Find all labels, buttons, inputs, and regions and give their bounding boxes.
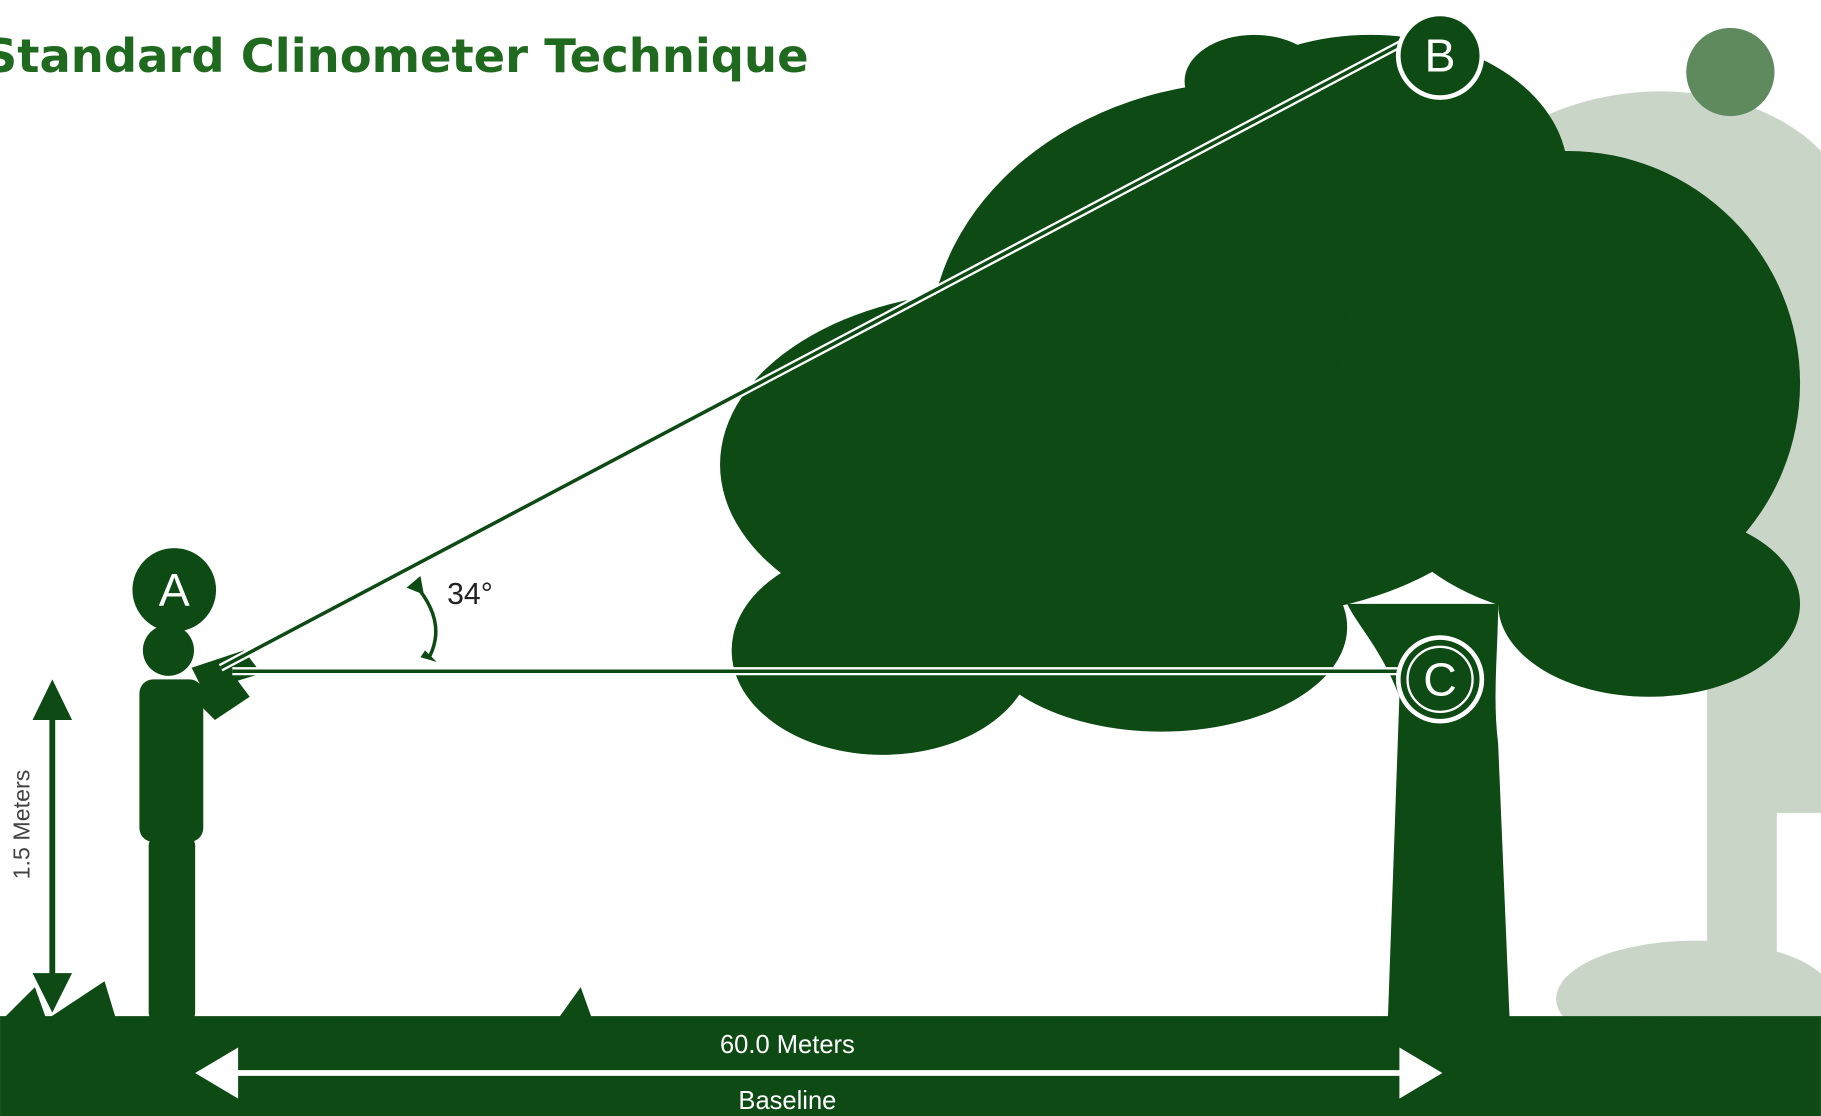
- angle-arc: [415, 584, 436, 656]
- page: 34° 1.5 Meters 60.0 Meters Baseline A B …: [0, 0, 1821, 1116]
- sun: [1686, 28, 1774, 116]
- tree: [720, 35, 1800, 1022]
- person: [139, 625, 261, 1022]
- ground: [0, 1016, 1821, 1116]
- point-b-label: B: [1425, 30, 1456, 82]
- point-c-label: C: [1423, 653, 1457, 705]
- grass: [0, 981, 1821, 1022]
- point-a-label: A: [159, 564, 190, 616]
- diagram: 34° 1.5 Meters 60.0 Meters Baseline A B …: [0, 0, 1821, 1116]
- angle-label: 34°: [447, 578, 493, 611]
- title: Standard Clinometer Technique: [0, 29, 809, 83]
- height-label: 1.5 Meters: [8, 770, 34, 880]
- baseline-label: Baseline: [738, 1087, 836, 1115]
- distance-label: 60.0 Meters: [720, 1031, 855, 1059]
